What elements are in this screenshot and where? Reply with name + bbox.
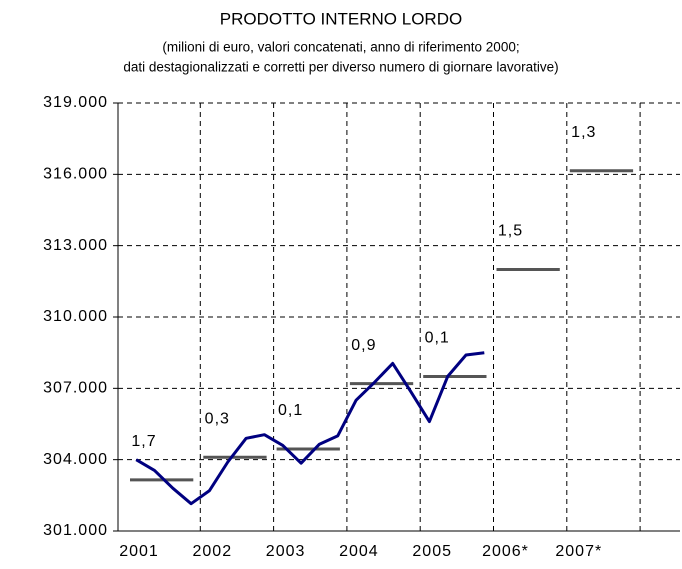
x-tick-label: 2007* [555, 543, 602, 560]
y-tick-label: 307.000 [43, 380, 108, 397]
growth-label: 1,7 [131, 433, 156, 450]
x-tick-label: 2004 [339, 543, 379, 560]
y-tick-label: 310.000 [43, 308, 108, 325]
growth-label: 0,1 [425, 330, 450, 347]
chart-title: PRODOTTO INTERNO LORDO [220, 9, 462, 28]
growth-label: 0,1 [278, 402, 303, 419]
x-tick-label: 2005 [412, 543, 452, 560]
chart-subtitle: (milioni di euro, valori concatenati, an… [162, 40, 519, 55]
growth-label: 1,3 [571, 124, 596, 141]
y-tick-label: 319.000 [43, 94, 108, 111]
chart-subtitle: dati destagionalizzati e corretti per di… [123, 60, 558, 75]
x-tick-label: 2001 [119, 543, 159, 560]
x-tick-label: 2003 [266, 543, 306, 560]
x-tick-label: 2006* [482, 543, 529, 560]
y-tick-label: 313.000 [43, 237, 108, 254]
gdp-line [135, 351, 485, 506]
growth-label: 0,3 [205, 411, 230, 428]
y-tick-label: 304.000 [43, 451, 108, 468]
growth-label: 0,9 [351, 337, 376, 354]
growth-label: 1,5 [498, 223, 523, 240]
y-tick-label: 301.000 [43, 522, 108, 539]
y-tick-label: 316.000 [43, 166, 108, 183]
x-tick-label: 2002 [193, 543, 233, 560]
